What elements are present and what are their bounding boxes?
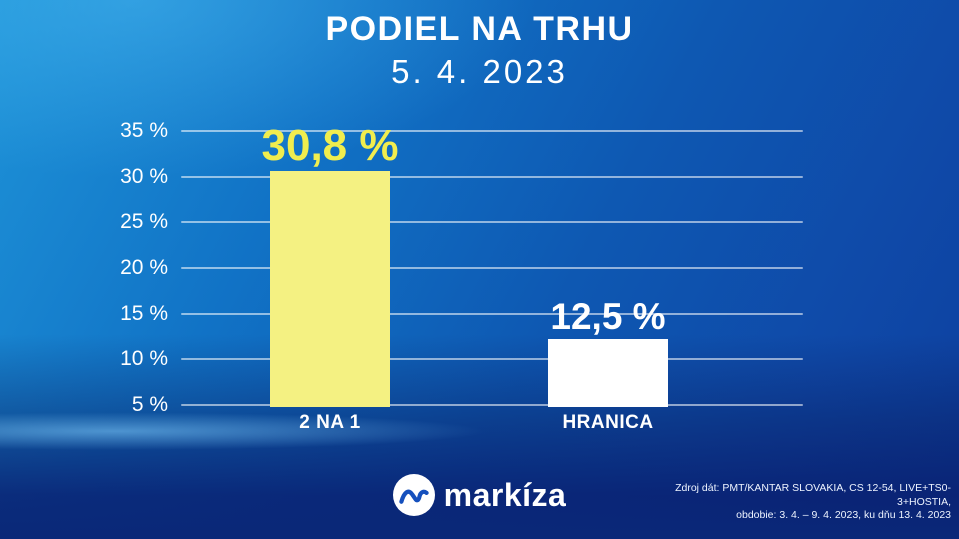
page-title: PODIEL NA TRHU [325, 10, 634, 48]
data-source-line-2: obdobie: 3. 4. – 9. 4. 2023, ku dňu 13. … [736, 509, 951, 521]
channel-logo: markíza [0, 474, 959, 516]
channel-logo-text: markíza [443, 476, 567, 513]
y-axis-tick-label: 10 % [120, 347, 168, 371]
bar-hranica [548, 338, 668, 407]
gridline [181, 312, 803, 315]
x-axis-category-label: 2 NA 1 [299, 412, 361, 433]
bar-2-na-1 [270, 171, 390, 407]
y-axis-tick-label: 25 % [120, 210, 168, 234]
markiza-wave-icon [392, 474, 435, 516]
x-axis-category-label: HRANICA [562, 412, 654, 433]
gridline [181, 130, 803, 132]
data-source-line-1: Zdroj dát: PMT/KANTAR SLOVAKIA, CS 12-54… [675, 482, 951, 508]
gridline [181, 404, 803, 406]
page-subtitle: 5. 4. 2023 [391, 53, 568, 90]
data-source-note: Zdroj dát: PMT/KANTAR SLOVAKIA, CS 12-54… [631, 482, 951, 523]
bar-value-label: 30,8 % [261, 121, 399, 171]
gridline [181, 175, 803, 178]
y-axis-tick-label: 30 % [120, 164, 168, 188]
gridline [181, 267, 803, 269]
bar-value-label: 12,5 % [550, 295, 666, 337]
y-axis-tick-label: 15 % [120, 301, 168, 325]
y-axis-tick-label: 35 % [120, 119, 168, 142]
y-axis-tick-label: 5 % [131, 393, 168, 416]
gridline [181, 358, 803, 361]
y-axis-tick-label: 20 % [120, 256, 168, 279]
gridline [181, 221, 803, 224]
